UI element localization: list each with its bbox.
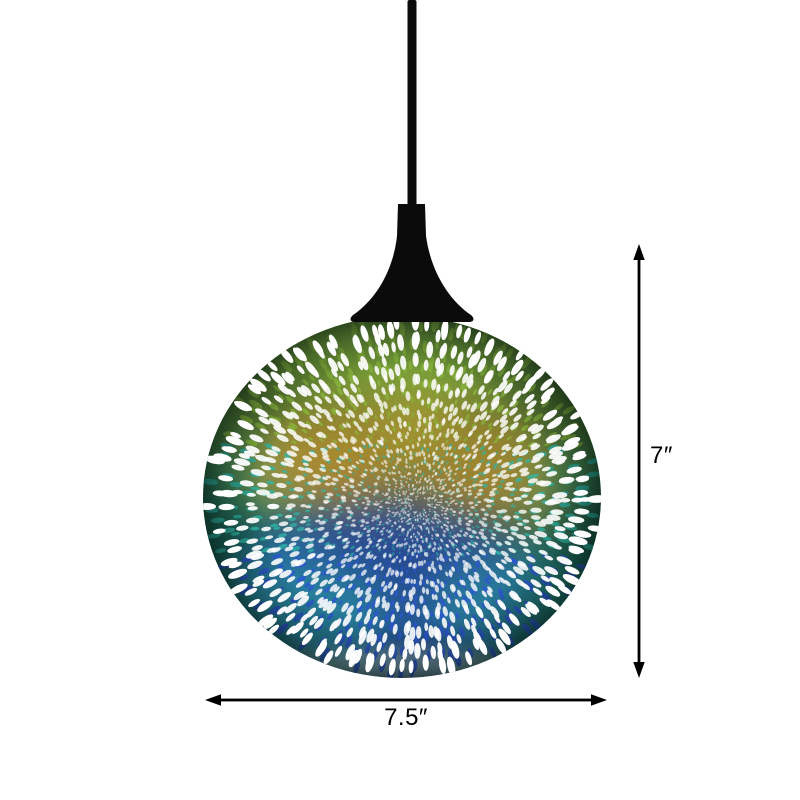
arrow-head-left-icon <box>205 694 221 706</box>
width-arrow-line <box>216 698 596 702</box>
glass-globe-shade <box>203 316 601 678</box>
height-dimension-arrow <box>633 244 645 678</box>
pendant-cord <box>407 0 417 207</box>
arrow-head-up-icon <box>633 244 645 260</box>
arrow-head-right-icon <box>591 694 607 706</box>
arrow-head-down-icon <box>633 662 645 678</box>
height-dimension-label: 7″ <box>650 442 673 469</box>
width-dimension-arrow <box>205 694 607 706</box>
width-dimension-label: 7.5″ <box>384 704 428 731</box>
height-arrow-line <box>637 254 641 666</box>
socket-cone <box>350 204 474 322</box>
